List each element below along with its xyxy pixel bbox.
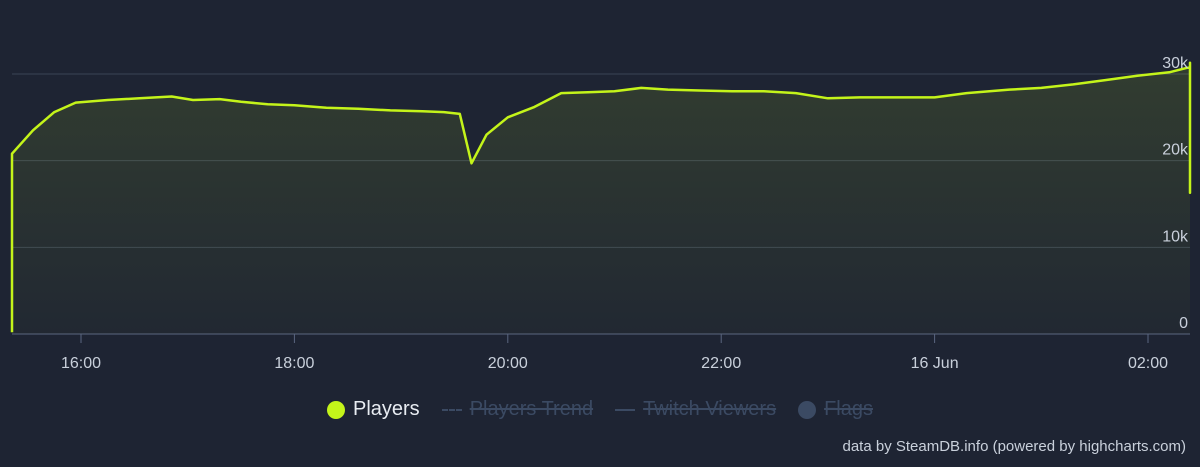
players-series-line	[10, 61, 1192, 333]
legend-item-players-trend[interactable]: Players Trend	[441, 398, 594, 421]
legend-label: Twitch Viewers	[643, 398, 777, 420]
x-tick-label: 18:00	[274, 355, 314, 372]
legend-label: Players	[352, 398, 420, 420]
chart-credits[interactable]: data by SteamDB.info (powered by highcha…	[842, 438, 1187, 455]
y-tick-label: 10k	[1162, 228, 1189, 245]
x-tick-label: 02:00	[1128, 355, 1168, 372]
legend-dot-icon	[326, 400, 345, 419]
legend-item-players[interactable]: Players	[326, 398, 420, 421]
chart-legend: Players Players Trend Twitch Viewers Fla…	[0, 398, 1200, 421]
legend-line-icon	[615, 408, 636, 411]
y-tick-label: 30k	[1162, 55, 1189, 72]
y-tick-label: 20k	[1162, 142, 1189, 159]
x-tick-label: 16:00	[61, 355, 101, 372]
x-tick-label: 20:00	[488, 355, 528, 372]
players-area-fill	[12, 62, 1190, 334]
player-count-chart: 0 10k 20k 30k 16:00 18:00 20:00 22:00 16 Jun 02:0…	[10, 55, 1192, 372]
legend-item-flags[interactable]: Flags	[798, 398, 873, 421]
legend-dot-icon	[798, 400, 817, 419]
legend-item-twitch-viewers[interactable]: Twitch Viewers	[615, 398, 776, 421]
legend-label: Players Trend	[469, 398, 594, 420]
legend-dash-line-icon	[441, 408, 462, 411]
y-tick-label: 0	[1179, 315, 1188, 332]
legend-label: Flags	[824, 398, 873, 420]
x-tick-label: 16 Jun	[911, 355, 959, 372]
x-tick-label: 22:00	[701, 355, 741, 372]
